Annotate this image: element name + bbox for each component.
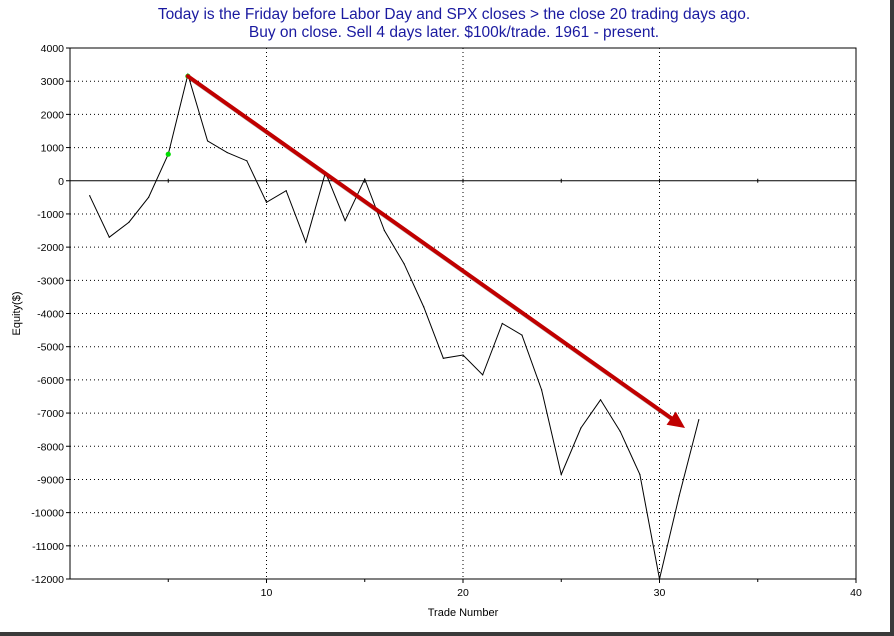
grid-lines (70, 48, 856, 579)
y-tick-label: -12000 (31, 574, 64, 586)
chart-subtitle: Buy on close. Sell 4 days later. $100k/t… (248, 24, 660, 41)
y-axis-title: Equity($) (11, 291, 23, 335)
equity-point (541, 389, 543, 391)
y-tick-label: -5000 (37, 342, 64, 354)
equity-point (108, 236, 110, 238)
y-tick-label: 4000 (41, 43, 65, 55)
x-tick-label: 30 (654, 587, 666, 599)
x-axis-ticks: 10 20 30 40 (167, 178, 862, 599)
y-tick-label: -6000 (37, 375, 64, 387)
equity-point (383, 229, 385, 232)
chart-title-block: Today is the Friday before Labor Day and… (0, 6, 894, 42)
equity-point (403, 263, 405, 265)
y-tick-label: 2000 (41, 109, 65, 121)
equity-series (89, 72, 700, 580)
y-tick-label: 1000 (41, 143, 65, 155)
y-tick-label: -8000 (37, 441, 64, 453)
y-tick-label: -11000 (32, 541, 64, 553)
equity-point (226, 151, 228, 154)
y-tick-label: -10000 (31, 508, 64, 520)
arrow-head (666, 411, 686, 428)
equity-point (206, 140, 209, 142)
x-tick-label: 40 (850, 587, 862, 599)
equity-point (423, 306, 425, 308)
equity-point (364, 178, 366, 180)
equity-point (462, 354, 464, 356)
y-tick-label: -2000 (37, 242, 64, 254)
equity-point (639, 473, 641, 476)
equity-point (599, 399, 602, 401)
y-tick-label: -1000 (37, 209, 64, 221)
highlight-point (165, 151, 171, 157)
chart-title: Today is the Friday before Labor Day and… (157, 6, 751, 23)
x-axis-title: Trade Number (428, 607, 499, 619)
arrow-shaft (185, 74, 674, 421)
y-tick-label: -7000 (37, 408, 64, 420)
y-tick-label: 3000 (41, 76, 65, 88)
equity-point (501, 322, 503, 325)
equity-line (89, 72, 700, 580)
equity-point (580, 427, 582, 429)
y-tick-label: 0 (58, 176, 64, 188)
equity-point (89, 195, 91, 197)
equity-point (128, 221, 130, 223)
y-tick-label: -4000 (37, 309, 64, 321)
equity-point (344, 219, 346, 222)
equity-point (619, 430, 621, 432)
equity-point (560, 473, 562, 476)
equity-point (521, 334, 523, 336)
equity-point (246, 160, 248, 162)
equity-point (482, 374, 484, 376)
equity-point (442, 357, 444, 359)
y-tick-label: -9000 (37, 474, 64, 486)
equity-point (265, 201, 268, 203)
equity-point (285, 190, 287, 192)
trend-arrow (185, 74, 686, 428)
equity-point (698, 419, 700, 421)
equity-point (678, 495, 680, 497)
x-tick-label: 20 (457, 587, 469, 599)
y-tick-label: -3000 (37, 275, 64, 287)
y-axis-ticks: 4000 3000 2000 1000 0 -1000 -2000 -3000 -4000 -50… (31, 43, 70, 586)
equity-point (305, 241, 307, 243)
equity-point (658, 578, 661, 580)
equity-point (148, 196, 150, 198)
x-tick-label: 10 (261, 587, 273, 599)
